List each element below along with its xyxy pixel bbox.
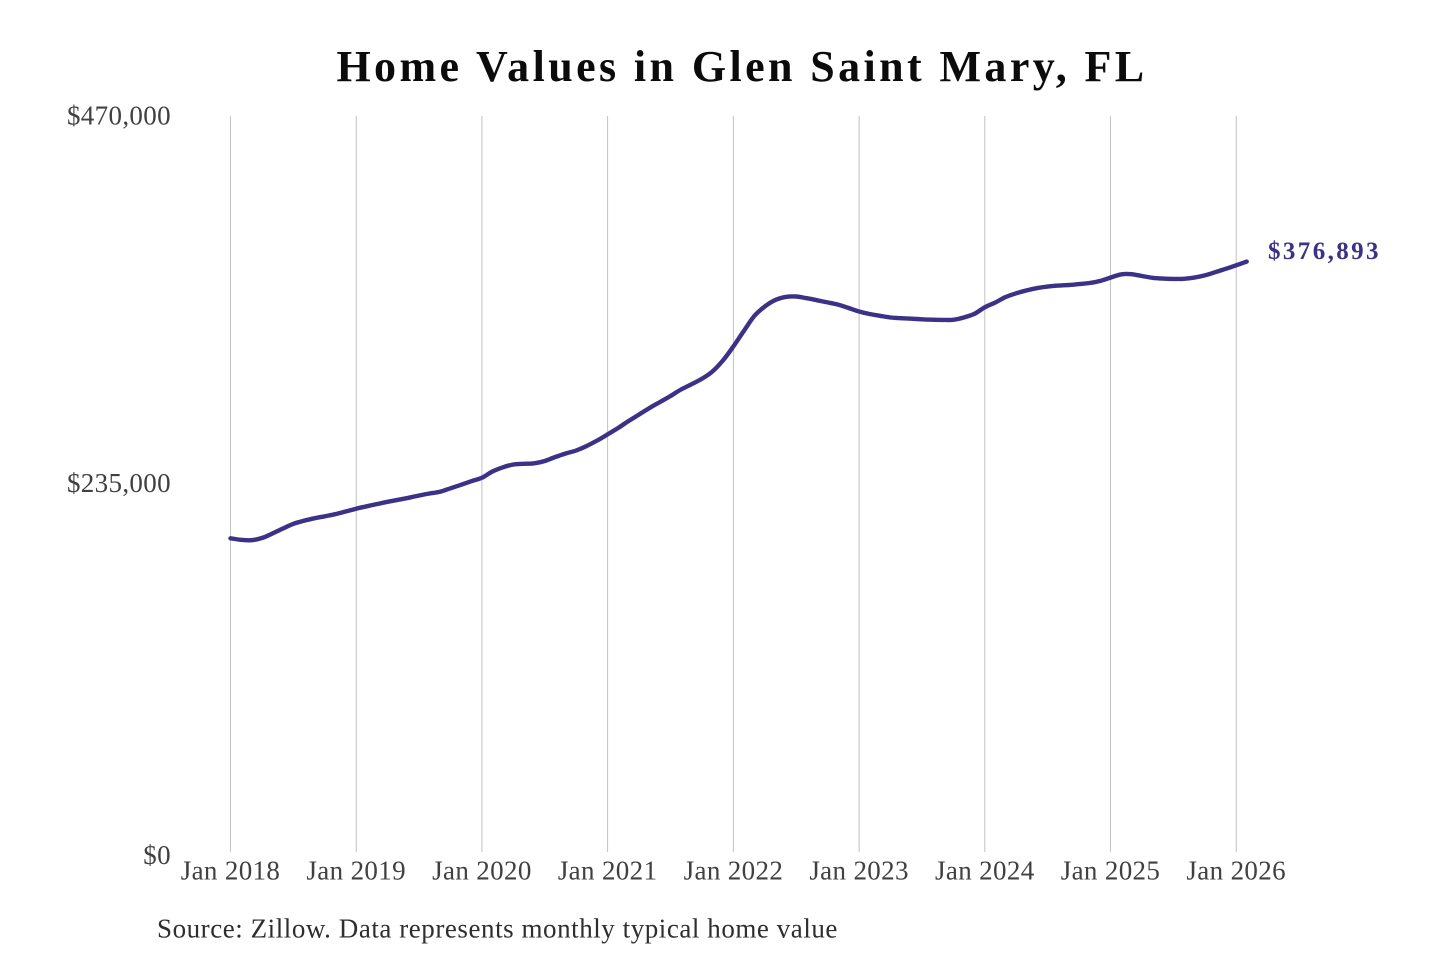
svg-text:Jan 2018: Jan 2018 — [181, 856, 281, 886]
svg-text:$376,893: $376,893 — [1268, 238, 1381, 265]
svg-text:Jan 2026: Jan 2026 — [1186, 856, 1286, 886]
svg-text:Source: Zillow. Data represent: Source: Zillow. Data represents monthly … — [157, 914, 838, 944]
svg-text:Jan 2025: Jan 2025 — [1061, 856, 1161, 886]
svg-text:Jan 2021: Jan 2021 — [558, 856, 658, 886]
svg-text:Jan 2024: Jan 2024 — [935, 856, 1035, 886]
svg-text:Jan 2023: Jan 2023 — [809, 856, 909, 886]
svg-text:Jan 2020: Jan 2020 — [432, 856, 532, 886]
svg-text:Home Values in Glen Saint Mary: Home Values in Glen Saint Mary, FL — [336, 42, 1147, 91]
svg-text:$235,000: $235,000 — [67, 468, 171, 498]
svg-text:$470,000: $470,000 — [67, 100, 171, 130]
svg-text:$0: $0 — [143, 840, 171, 870]
svg-text:Jan 2022: Jan 2022 — [684, 856, 784, 886]
svg-text:Jan 2019: Jan 2019 — [306, 856, 406, 886]
